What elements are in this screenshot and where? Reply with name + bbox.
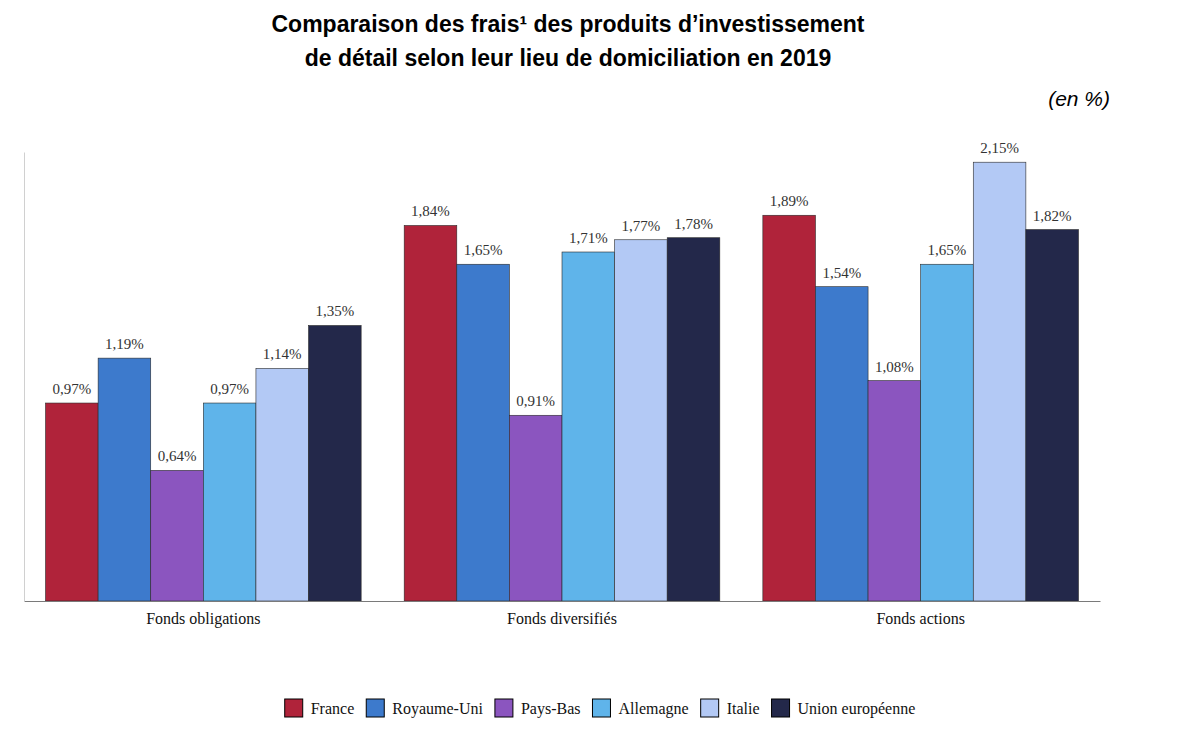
bar bbox=[667, 238, 720, 601]
legend-item: Union européenne bbox=[772, 699, 916, 718]
bars bbox=[46, 162, 1079, 601]
legend-label: France bbox=[311, 700, 355, 717]
series bbox=[256, 162, 1026, 601]
data-label: 1,19% bbox=[105, 336, 144, 352]
legend-label: Royaume-Uni bbox=[392, 700, 483, 718]
legend-swatch bbox=[285, 699, 303, 717]
data-label: 2,15% bbox=[980, 140, 1019, 156]
title: Comparaison des frais¹ des produits d’in… bbox=[271, 11, 864, 37]
data-label: 1,35% bbox=[315, 303, 354, 319]
data-label: 1,54% bbox=[822, 265, 861, 281]
data-label: 0,97% bbox=[210, 381, 249, 397]
bar bbox=[98, 358, 151, 601]
series bbox=[309, 230, 1079, 601]
bar bbox=[562, 252, 615, 601]
bar bbox=[615, 240, 668, 601]
chart: Comparaison des frais¹ des produits d’in… bbox=[0, 0, 1180, 752]
data-label: 1,08% bbox=[875, 359, 914, 375]
data-label: 1,71% bbox=[569, 230, 608, 246]
bar bbox=[763, 215, 816, 601]
data-label: 1,78% bbox=[674, 216, 713, 232]
bar bbox=[1026, 230, 1079, 601]
bar bbox=[309, 325, 362, 601]
legend-item: France bbox=[285, 699, 355, 717]
legend-swatch bbox=[592, 699, 610, 717]
data-label: 1,65% bbox=[464, 242, 503, 258]
legend-label: Pays-Bas bbox=[521, 700, 581, 718]
legend-item: Allemagne bbox=[592, 699, 688, 718]
bar bbox=[868, 381, 921, 601]
bar bbox=[921, 264, 974, 601]
data-label: 1,65% bbox=[928, 242, 967, 258]
legend-item: Italie bbox=[701, 699, 760, 717]
x-tick-label: Fonds diversifiés bbox=[507, 610, 617, 627]
series bbox=[203, 252, 973, 601]
legend-swatch bbox=[772, 699, 790, 717]
bar bbox=[509, 415, 562, 601]
legend-label: Union européenne bbox=[798, 700, 916, 718]
bar bbox=[404, 225, 457, 601]
data-label: 1,82% bbox=[1033, 208, 1072, 224]
title-group: Comparaison des frais¹ des produits d’in… bbox=[271, 11, 864, 71]
x-axis-line bbox=[25, 601, 1101, 602]
title: de détail selon leur lieu de domiciliati… bbox=[305, 45, 832, 71]
x-tick-label: Fonds obligations bbox=[146, 610, 260, 628]
legend-swatch bbox=[366, 699, 384, 717]
data-labels: 0,97% 1,84% 1,89% 1,19% 1,65% 1,54% 0,64% 0,91%… bbox=[52, 140, 1071, 464]
legend-swatch bbox=[495, 699, 513, 717]
y-axis-line bbox=[24, 153, 25, 602]
bar bbox=[973, 162, 1026, 601]
legend: France Royaume-Uni Pays-Bas Allemagne Italie… bbox=[285, 699, 916, 718]
x-tick: Fonds obligations bbox=[146, 601, 260, 628]
data-label: 1,89% bbox=[770, 193, 809, 209]
legend-label: Italie bbox=[727, 700, 760, 717]
legend-swatch bbox=[701, 699, 719, 717]
bar bbox=[256, 368, 309, 601]
series bbox=[98, 264, 868, 601]
data-label: 1,84% bbox=[411, 203, 450, 219]
subtitle: (en %) bbox=[1048, 87, 1110, 110]
bar bbox=[815, 287, 868, 601]
x-axis: Fonds obligations Fonds diversifiés Fonds … bbox=[25, 601, 1101, 628]
bar bbox=[203, 403, 256, 601]
legend-item: Pays-Bas bbox=[495, 699, 581, 718]
x-tick-label: Fonds actions bbox=[876, 610, 964, 627]
data-label: 0,97% bbox=[52, 381, 91, 397]
x-tick: Fonds diversifiés bbox=[507, 601, 617, 627]
data-label: 0,91% bbox=[516, 393, 555, 409]
legend-item: Royaume-Uni bbox=[366, 699, 483, 718]
legend-label: Allemagne bbox=[618, 700, 688, 718]
data-label: 1,77% bbox=[622, 218, 661, 234]
x-tick: Fonds actions bbox=[876, 601, 964, 627]
y-axis bbox=[24, 153, 25, 602]
bar bbox=[46, 403, 99, 601]
bar bbox=[151, 470, 204, 601]
data-label: 0,64% bbox=[158, 448, 197, 464]
bar bbox=[457, 264, 510, 601]
data-label: 1,14% bbox=[263, 346, 302, 362]
series bbox=[46, 215, 816, 601]
